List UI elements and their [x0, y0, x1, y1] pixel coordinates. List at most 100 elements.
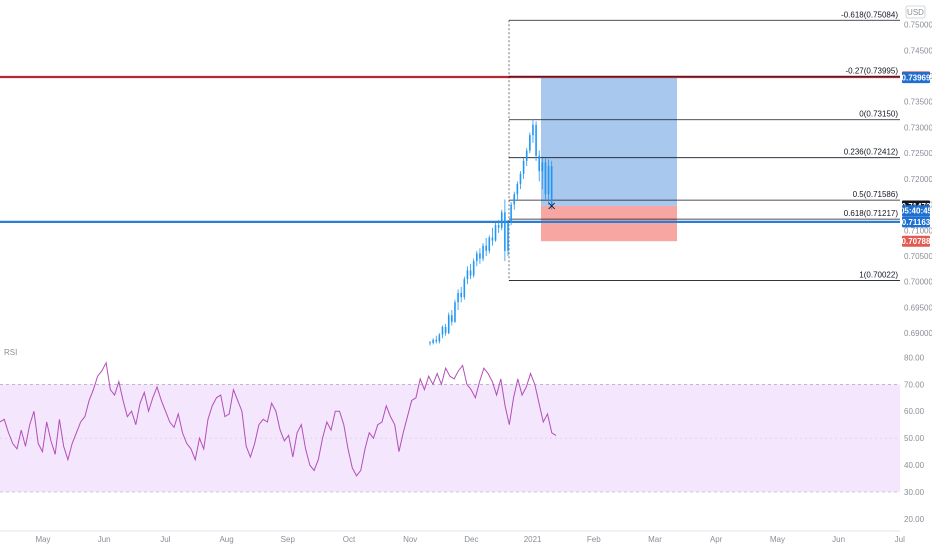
candle[interactable]: [444, 323, 447, 336]
candle[interactable]: [516, 181, 519, 200]
price-tag[interactable]: 05:40:45: [900, 205, 932, 217]
candle-body: [541, 162, 544, 172]
candle[interactable]: [457, 289, 459, 310]
candle[interactable]: [460, 286, 462, 303]
candle[interactable]: [500, 209, 503, 231]
price-tag-text: 0.70788: [902, 237, 931, 246]
fib-level-label: -0.618(0.75084): [841, 10, 898, 19]
rsi-line[interactable]: [0, 361, 557, 477]
candle[interactable]: [472, 258, 475, 278]
candlestick-series: [429, 119, 555, 346]
rsi-tick-label: 70.00: [904, 380, 925, 389]
candle[interactable]: [525, 148, 528, 166]
candle[interactable]: [507, 220, 509, 256]
rsi-tick-label: 20.00: [904, 515, 925, 524]
candle[interactable]: [513, 191, 516, 210]
candle[interactable]: [466, 266, 469, 285]
time-tick-label: May: [35, 535, 50, 544]
candle[interactable]: [454, 299, 456, 323]
price-tag[interactable]: 0.73969: [902, 72, 931, 84]
candle-body: [544, 162, 547, 195]
candle[interactable]: [485, 238, 487, 256]
time-tick-label: Jun: [832, 535, 845, 544]
price-tick-label: 0.73500: [904, 98, 932, 107]
candle[interactable]: [447, 312, 450, 335]
target-zone[interactable]: [541, 76, 677, 206]
candle-body: [538, 155, 540, 172]
candle[interactable]: [479, 248, 481, 264]
time-tick-label: Dec: [464, 535, 478, 544]
candle[interactable]: [550, 160, 553, 210]
candle-body: [491, 237, 494, 241]
price-tag[interactable]: 0.71163: [902, 216, 931, 228]
candle[interactable]: [438, 333, 441, 344]
rsi-tick-label: 80.00: [904, 353, 925, 362]
candle-body: [507, 222, 509, 251]
candle[interactable]: [435, 335, 438, 344]
candle[interactable]: [541, 158, 544, 190]
candle[interactable]: [451, 310, 453, 326]
candle-body: [479, 253, 481, 259]
candle-body: [457, 293, 459, 303]
price-tick-label: 0.75000: [904, 21, 932, 30]
crosshair-icon: [548, 202, 555, 210]
candle[interactable]: [522, 158, 525, 179]
candle-body: [444, 326, 447, 334]
candle[interactable]: [491, 227, 494, 246]
candle-body: [432, 339, 434, 343]
candle[interactable]: [529, 132, 531, 154]
candle-body: [482, 245, 484, 259]
candle[interactable]: [544, 158, 547, 200]
rsi-tick-label: 40.00: [904, 461, 925, 470]
price-tick-label: 0.69500: [904, 303, 932, 312]
candle[interactable]: [532, 119, 534, 143]
candle[interactable]: [510, 202, 512, 226]
candle-body: [522, 160, 525, 174]
time-tick-label: 2021: [524, 535, 542, 544]
candle[interactable]: [504, 199, 506, 262]
candle-body: [429, 342, 431, 344]
price-tag[interactable]: 0.70788: [902, 235, 931, 247]
candle[interactable]: [432, 338, 434, 345]
time-tick-label: Oct: [343, 535, 356, 544]
fib-level-label: 0(0.73150): [859, 110, 898, 119]
candle[interactable]: [535, 121, 537, 161]
candle[interactable]: [463, 276, 466, 300]
candle[interactable]: [469, 263, 472, 280]
candle[interactable]: [441, 325, 444, 339]
candle[interactable]: [497, 220, 500, 233]
currency-label: USD: [907, 8, 924, 17]
time-tick-label: Apr: [710, 535, 723, 544]
candle-body: [476, 253, 478, 262]
candle[interactable]: [482, 243, 484, 262]
time-tick-label: Jul: [895, 535, 905, 544]
candle-body: [494, 225, 497, 241]
price-tick-label: 0.74500: [904, 46, 932, 55]
candle[interactable]: [429, 340, 431, 346]
candle[interactable]: [547, 159, 550, 205]
candle-body: [460, 293, 462, 298]
candle-body: [447, 315, 450, 334]
candle-body: [488, 237, 491, 251]
candle[interactable]: [488, 235, 491, 254]
time-tick-label: Aug: [219, 535, 233, 544]
candle-body: [454, 302, 456, 322]
candle-body: [550, 166, 553, 207]
currency-badge[interactable]: [905, 5, 926, 19]
candle-body: [435, 339, 438, 342]
time-tick-label: Mar: [648, 535, 662, 544]
candle[interactable]: [494, 222, 497, 242]
candle-body: [529, 135, 531, 151]
price-tick-label: 0.70000: [904, 278, 932, 287]
candle-body: [510, 204, 512, 223]
candle-body: [466, 270, 469, 280]
candle[interactable]: [476, 250, 478, 267]
time-tick-label: Feb: [587, 535, 601, 544]
candle[interactable]: [538, 150, 540, 182]
stop-zone[interactable]: [541, 205, 677, 242]
candle-body: [525, 150, 528, 161]
candle-body: [469, 270, 472, 276]
candle[interactable]: [519, 171, 522, 190]
price-tick-label: 0.69000: [904, 329, 932, 338]
